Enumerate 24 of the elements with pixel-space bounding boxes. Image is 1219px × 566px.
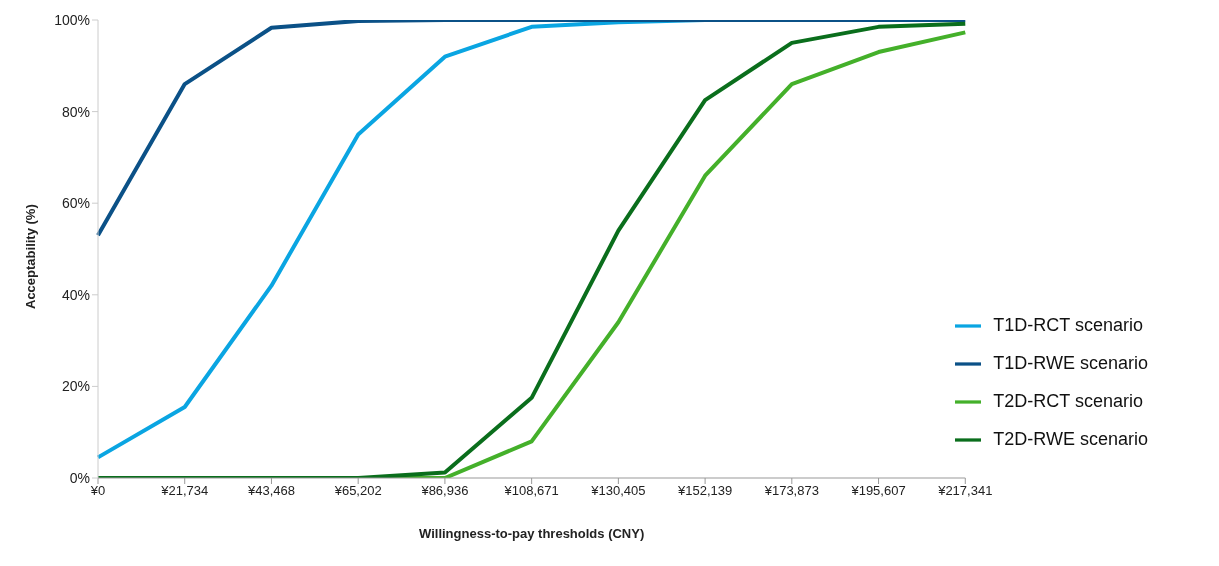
y-tick-label: 40% xyxy=(61,286,90,303)
legend-label: T1D-RCT scenario xyxy=(993,315,1143,335)
x-axis-title: Willingness-to-pay thresholds (CNY) xyxy=(419,526,645,541)
x-tick-label: ¥152,139 xyxy=(676,483,733,499)
line-series xyxy=(96,20,968,238)
y-tick-label: 60% xyxy=(61,195,90,212)
x-tick-label: ¥21,734 xyxy=(160,483,209,499)
x-tick-label: ¥195,607 xyxy=(850,483,906,499)
legend-label: T2D-RCT scenario xyxy=(993,391,1143,411)
x-tick-label: ¥173,873 xyxy=(763,483,819,499)
y-tick-label: 0% xyxy=(69,469,90,486)
y-tick-label: 80% xyxy=(61,103,90,120)
y-tick-label: 100% xyxy=(54,11,90,28)
y-axis-title: Acceptability (%) xyxy=(22,204,38,309)
legend-label: T1D-RWE scenario xyxy=(993,353,1148,373)
x-tick-label: ¥217,341 xyxy=(937,483,993,499)
x-tick-label: ¥108,671 xyxy=(503,483,559,499)
legend-label: T2D-RWE scenario xyxy=(993,429,1148,449)
x-tick-label: ¥130,405 xyxy=(590,483,646,499)
x-tick-label: ¥0 xyxy=(89,483,106,499)
x-tick-label: ¥86,936 xyxy=(420,483,469,499)
x-tick-label: ¥65,202 xyxy=(333,483,382,499)
y-tick-label: 20% xyxy=(61,378,90,395)
x-tick-label: ¥43,468 xyxy=(246,483,295,499)
